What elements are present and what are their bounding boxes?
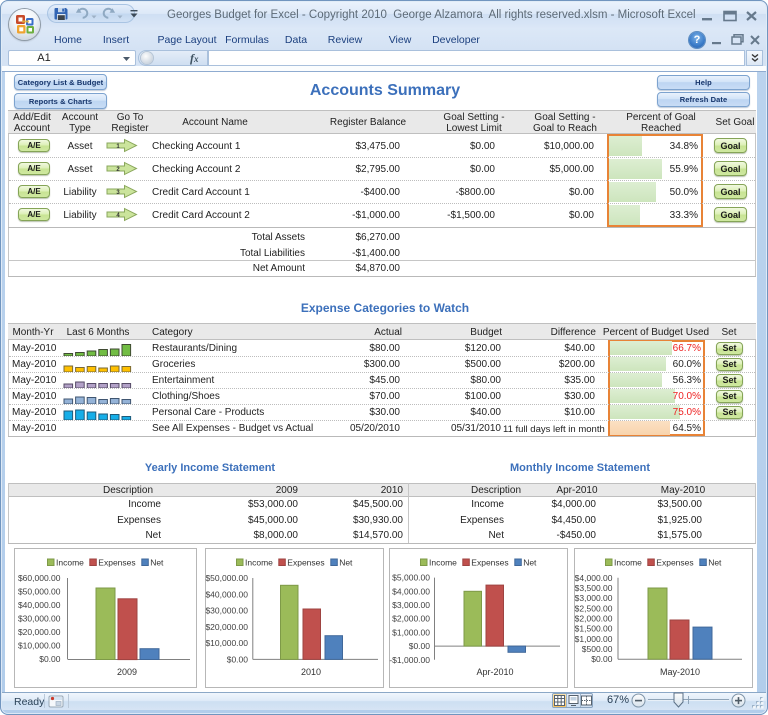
svg-text:Expenses: Expenses xyxy=(98,558,135,568)
svg-text:$10,000.00: $10,000.00 xyxy=(18,641,61,651)
svg-text:$4,000.00: $4,000.00 xyxy=(575,573,613,583)
svg-text:$20,000.00: $20,000.00 xyxy=(18,627,61,637)
svg-text:Income: Income xyxy=(429,558,457,568)
svg-text:Net: Net xyxy=(523,558,537,568)
svg-text:$30,000.00: $30,000.00 xyxy=(205,606,248,616)
svg-text:$50,000.00: $50,000.00 xyxy=(205,573,248,583)
svg-text:2010: 2010 xyxy=(301,667,321,677)
svg-text:$3,500.00: $3,500.00 xyxy=(575,583,613,593)
svg-text:Net: Net xyxy=(708,558,722,568)
svg-text:2009: 2009 xyxy=(117,667,137,677)
svg-text:$2,000.00: $2,000.00 xyxy=(575,614,613,624)
svg-text:$0.00: $0.00 xyxy=(227,654,249,664)
svg-text:$50,000.00: $50,000.00 xyxy=(18,587,61,597)
svg-text:$20,000.00: $20,000.00 xyxy=(205,622,248,632)
svg-text:$4,000.00: $4,000.00 xyxy=(392,586,430,596)
svg-text:Apr-2010: Apr-2010 xyxy=(476,667,513,677)
svg-text:$2,000.00: $2,000.00 xyxy=(392,614,430,624)
svg-text:$60,000.00: $60,000.00 xyxy=(18,573,61,583)
svg-text:Net: Net xyxy=(150,558,164,568)
svg-text:$5,000.00: $5,000.00 xyxy=(392,573,430,583)
svg-text:Expenses: Expenses xyxy=(656,558,693,568)
svg-text:$1,500.00: $1,500.00 xyxy=(575,624,613,634)
svg-text:2: 2 xyxy=(116,167,120,173)
svg-text:Income: Income xyxy=(614,558,642,568)
svg-text:$3,000.00: $3,000.00 xyxy=(575,593,613,603)
svg-text:$30,000.00: $30,000.00 xyxy=(18,614,61,624)
svg-text:1: 1 xyxy=(116,144,120,150)
svg-text:$0.00: $0.00 xyxy=(591,654,613,664)
svg-text:$2,500.00: $2,500.00 xyxy=(575,603,613,613)
svg-text:Income: Income xyxy=(56,558,84,568)
svg-text:$40,000.00: $40,000.00 xyxy=(18,600,61,610)
svg-text:Expenses: Expenses xyxy=(471,558,508,568)
svg-text:Income: Income xyxy=(245,558,273,568)
svg-text:4: 4 xyxy=(116,213,120,219)
svg-text:May-2010: May-2010 xyxy=(660,667,700,677)
svg-text:-$1,000.00: -$1,000.00 xyxy=(389,655,430,665)
svg-text:$500.00: $500.00 xyxy=(582,644,613,654)
svg-text:$10,000.00: $10,000.00 xyxy=(205,638,248,648)
svg-text:$1,000.00: $1,000.00 xyxy=(392,627,430,637)
svg-text:$3,000.00: $3,000.00 xyxy=(392,600,430,610)
svg-text:$0.00: $0.00 xyxy=(39,654,61,664)
svg-text:$1,000.00: $1,000.00 xyxy=(575,634,613,644)
svg-text:Net: Net xyxy=(339,558,353,568)
svg-text:$40,000.00: $40,000.00 xyxy=(205,589,248,599)
svg-text:3: 3 xyxy=(116,190,120,196)
svg-text:$0.00: $0.00 xyxy=(409,641,431,651)
svg-text:Expenses: Expenses xyxy=(287,558,324,568)
